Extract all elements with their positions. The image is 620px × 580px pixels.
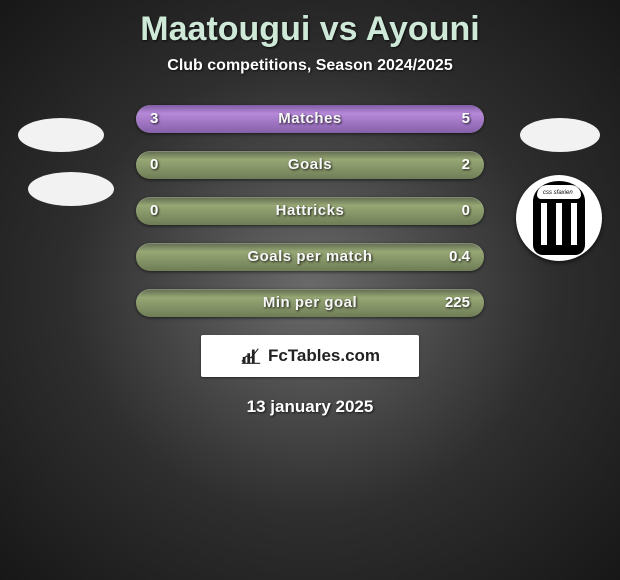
player-right-flag — [520, 118, 600, 152]
stat-label: Matches — [136, 105, 484, 133]
club-css-shield-icon: css sfaxien — [533, 181, 585, 255]
stat-row-goals: 0 Goals 2 — [136, 151, 484, 179]
stat-value-right: 225 — [445, 289, 470, 317]
fctables-brand-link[interactable]: FcTables.com — [201, 335, 419, 377]
player-left-badge — [18, 118, 104, 152]
stat-row-hattricks: 0 Hattricks 0 — [136, 197, 484, 225]
stat-label: Goals — [136, 151, 484, 179]
stat-label: Min per goal — [136, 289, 484, 317]
player-left-flag — [28, 172, 114, 206]
brand-text: FcTables.com — [268, 346, 380, 366]
stats-bars: 3 Matches 5 0 Goals 2 0 Hattricks 0 Goal… — [136, 105, 484, 317]
player-right-club-badge: css sfaxien — [516, 175, 602, 261]
date-text: 13 january 2025 — [0, 397, 620, 417]
page-subtitle: Club competitions, Season 2024/2025 — [0, 57, 620, 75]
stat-value-right: 0.4 — [449, 243, 470, 271]
stat-label: Goals per match — [136, 243, 484, 271]
page-title: Maatougui vs Ayouni — [0, 0, 620, 49]
stat-row-matches: 3 Matches 5 — [136, 105, 484, 133]
stat-row-goals-per-match: Goals per match 0.4 — [136, 243, 484, 271]
stat-value-right: 0 — [462, 197, 470, 225]
stat-value-right: 2 — [462, 151, 470, 179]
stat-row-min-per-goal: Min per goal 225 — [136, 289, 484, 317]
stat-label: Hattricks — [136, 197, 484, 225]
widget-container: Maatougui vs Ayouni Club competitions, S… — [0, 0, 620, 580]
bar-chart-icon — [240, 345, 262, 367]
stat-value-right: 5 — [462, 105, 470, 133]
